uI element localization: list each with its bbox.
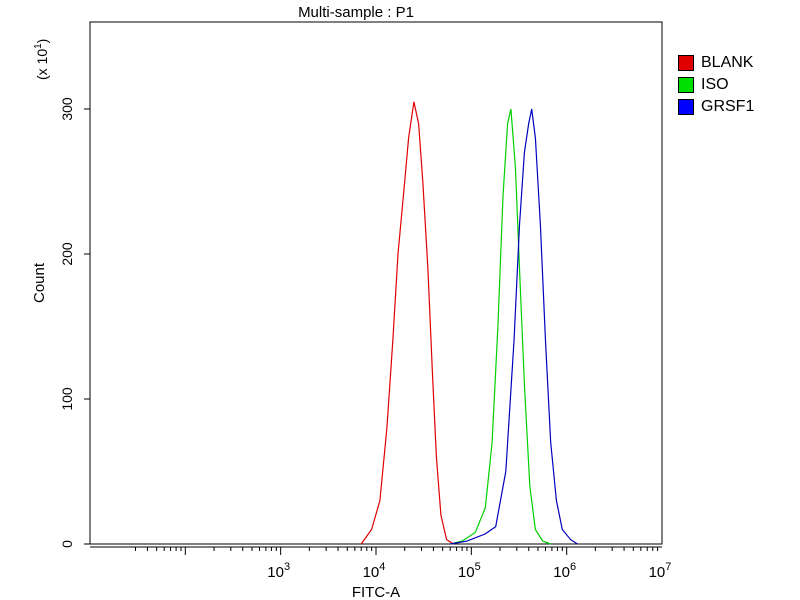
x-tick-label: 104 xyxy=(363,561,386,581)
series-line-iso xyxy=(450,108,551,545)
y-tick-label: 100 xyxy=(59,387,75,411)
legend-swatch xyxy=(678,99,694,115)
x-tick-label: 107 xyxy=(649,561,672,581)
y-multiplier: (x 101) xyxy=(33,39,50,80)
series-line-grsf1 xyxy=(450,108,578,545)
y-tick-label: 300 xyxy=(59,97,75,121)
y-ticks: 0 100 200 300 xyxy=(59,97,90,548)
y-tick-label: 200 xyxy=(59,242,75,266)
y-multiplier-close: ) xyxy=(34,39,50,44)
x-tick-label: 106 xyxy=(553,561,576,581)
legend-swatch xyxy=(678,77,694,93)
x-tick-base: 10 xyxy=(363,564,380,581)
legend-item-iso: ISO xyxy=(678,74,754,96)
legend-item-grsf1: GRSF1 xyxy=(678,96,754,118)
legend-label: GRSF1 xyxy=(701,98,755,115)
x-tick-base: 10 xyxy=(458,564,475,581)
x-tick-label: 103 xyxy=(267,561,290,581)
x-axis-label: FITC-A xyxy=(352,584,400,600)
legend-item-blank: BLANK xyxy=(678,52,754,74)
x-tick-label: 105 xyxy=(458,561,481,581)
legend-label: ISO xyxy=(701,76,729,93)
x-tick-base: 10 xyxy=(553,564,570,581)
x-ticks: 103 104 105 106 107 xyxy=(90,546,672,581)
x-tick-exp: 4 xyxy=(379,561,385,573)
x-tick-exp: 6 xyxy=(570,561,576,573)
y-tick-label: 0 xyxy=(59,540,75,548)
chart-title: Multi-sample : P1 xyxy=(298,4,414,21)
x-tick-exp: 7 xyxy=(665,561,671,573)
x-tick-base: 10 xyxy=(267,564,284,581)
y-multiplier-exp: 1 xyxy=(33,43,44,49)
x-tick-exp: 5 xyxy=(475,561,481,573)
series-line-blank xyxy=(360,101,454,545)
series-layer xyxy=(360,101,578,545)
legend: BLANK ISO GRSF1 xyxy=(678,52,754,118)
legend-label: BLANK xyxy=(701,54,754,71)
x-tick-exp: 3 xyxy=(284,561,290,573)
x-tick-base: 10 xyxy=(649,564,666,581)
plot-frame xyxy=(89,21,663,545)
legend-swatch xyxy=(678,55,694,71)
y-axis-label: Count xyxy=(31,262,48,303)
y-multiplier-prefix: (x 10 xyxy=(34,49,50,80)
